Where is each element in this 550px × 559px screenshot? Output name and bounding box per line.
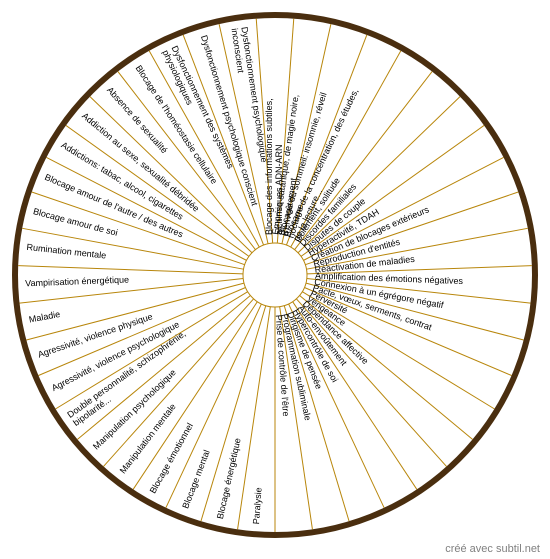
footer-credit: créé avec subtil.net (445, 543, 540, 555)
radial-diagram-container: Blocage des informations subtiles,alchim… (0, 0, 550, 559)
inner-circle (243, 243, 307, 307)
wheel-svg: Blocage des informations subtiles,alchim… (0, 0, 550, 545)
